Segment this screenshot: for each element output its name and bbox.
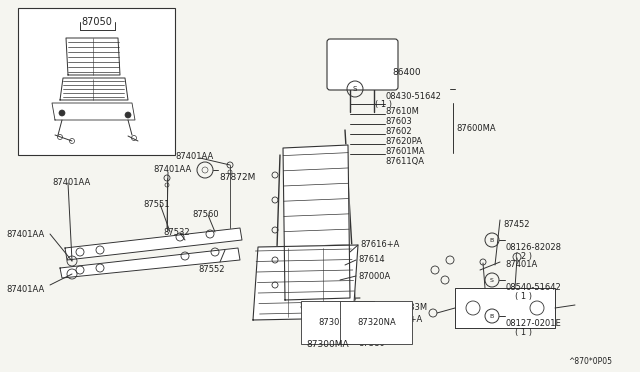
Text: 87401AA: 87401AA	[6, 285, 44, 294]
Text: 87401AA: 87401AA	[153, 165, 191, 174]
Polygon shape	[283, 145, 350, 300]
Text: 87611QA: 87611QA	[385, 157, 424, 166]
Text: B: B	[490, 237, 494, 243]
Polygon shape	[455, 288, 555, 328]
Text: 87000A: 87000A	[358, 272, 390, 281]
Text: B: B	[490, 314, 494, 318]
Text: 87532: 87532	[163, 228, 189, 237]
Text: 87610M: 87610M	[385, 107, 419, 116]
FancyBboxPatch shape	[327, 39, 398, 90]
Polygon shape	[253, 245, 358, 320]
Text: 87552: 87552	[198, 265, 225, 274]
Polygon shape	[60, 248, 240, 278]
Text: 87872M: 87872M	[219, 173, 255, 182]
Text: 87452: 87452	[503, 220, 529, 229]
Text: 87560: 87560	[192, 210, 219, 219]
Text: 87603: 87603	[385, 117, 412, 126]
Text: ( 1 ): ( 1 )	[515, 292, 532, 301]
Text: 87320NA: 87320NA	[357, 318, 396, 327]
Polygon shape	[65, 228, 242, 260]
Text: 87401A: 87401A	[505, 260, 537, 269]
Text: 87602: 87602	[385, 127, 412, 136]
Polygon shape	[52, 103, 135, 120]
Text: 87311QA: 87311QA	[299, 302, 338, 311]
Text: S: S	[490, 278, 494, 282]
Polygon shape	[66, 38, 120, 75]
Text: 87383M: 87383M	[393, 303, 427, 312]
Text: S: S	[353, 86, 357, 92]
Text: 87601MA: 87601MA	[385, 147, 424, 156]
Text: 87503: 87503	[358, 327, 385, 336]
Text: 87401AA: 87401AA	[52, 178, 90, 187]
Text: 86400: 86400	[392, 68, 420, 77]
Text: 87551: 87551	[143, 200, 170, 209]
Text: 08540-51642: 08540-51642	[505, 283, 561, 292]
Text: 87301MA: 87301MA	[318, 318, 358, 327]
Text: 87614: 87614	[358, 255, 385, 264]
Text: ( 1 ): ( 1 )	[375, 100, 392, 109]
Text: 08126-82028: 08126-82028	[505, 243, 561, 252]
Text: 87418+A: 87418+A	[383, 315, 422, 324]
Text: 87380: 87380	[358, 339, 385, 348]
Text: 87620PA: 87620PA	[385, 137, 422, 146]
Text: 87300MA: 87300MA	[307, 340, 349, 349]
Circle shape	[59, 110, 65, 116]
Text: ( 2 ): ( 2 )	[515, 252, 532, 261]
Text: ( 1 ): ( 1 )	[515, 328, 532, 337]
Text: 87401AA: 87401AA	[175, 152, 213, 161]
Text: 87050: 87050	[81, 17, 113, 27]
Bar	[18, 8, 175, 155]
Text: 87616+A: 87616+A	[360, 240, 399, 249]
Text: 08430-51642: 08430-51642	[385, 92, 441, 101]
Polygon shape	[60, 78, 128, 100]
Circle shape	[125, 112, 131, 118]
Text: ^870*0P05: ^870*0P05	[568, 357, 612, 366]
Text: 87401AA: 87401AA	[6, 230, 44, 239]
Text: 87368: 87368	[358, 310, 385, 319]
Text: 87600MA: 87600MA	[456, 124, 495, 133]
Text: 08127-0201E: 08127-0201E	[505, 319, 561, 328]
